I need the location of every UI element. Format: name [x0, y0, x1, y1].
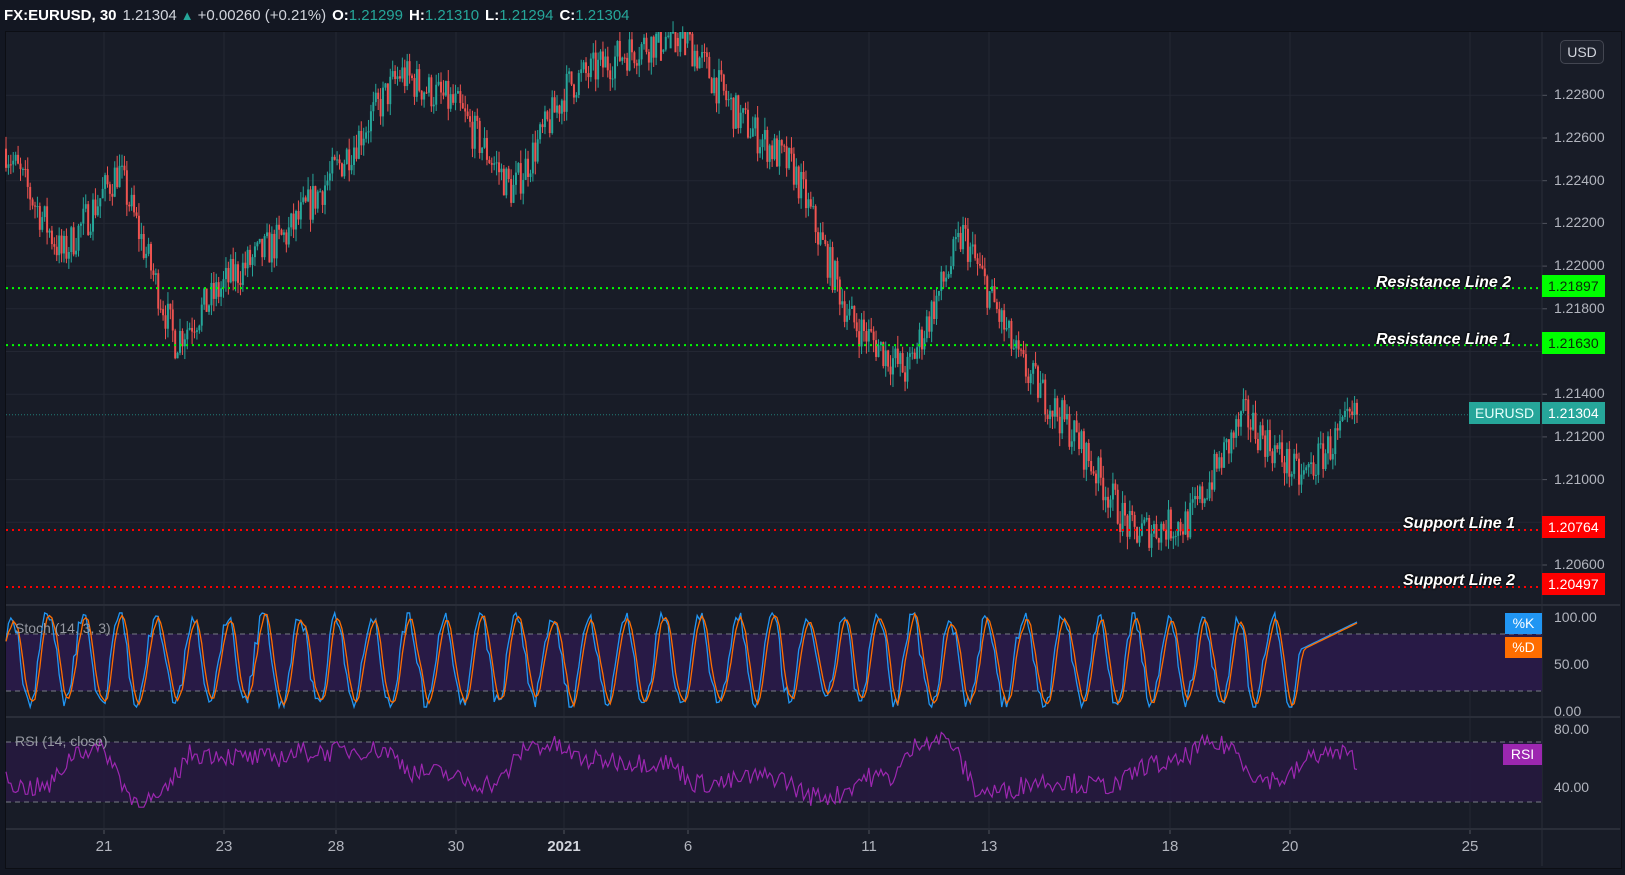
time-tick: 25: [1461, 838, 1479, 855]
stoch-tick-0: 0.00: [1554, 703, 1582, 719]
time-tick: 28: [327, 838, 345, 855]
stoch-lines: [5, 610, 1358, 710]
resistance-line-2-label: Resistance Line 2: [1376, 274, 1512, 291]
chart-frame: [5, 31, 1622, 869]
high-label: H:: [408, 6, 425, 24]
resistance-line-1-label: Resistance Line 1: [1376, 331, 1512, 348]
time-tick: 11: [861, 838, 877, 855]
open-value: 1.21299: [348, 6, 403, 24]
support-line-2-price-tag: 1.20497: [1542, 573, 1605, 595]
symbol-title[interactable]: FX:EURUSD, 30: [4, 6, 117, 24]
resistance-line-1-price-tag: 1.21630: [1542, 332, 1605, 354]
stoch-title[interactable]: Stoch (14, 3, 3): [15, 620, 111, 636]
price-change: +0.00260 (+0.21%): [197, 6, 327, 24]
rsi-title[interactable]: RSI (14, close): [15, 733, 108, 749]
level-lines: [6, 287, 1542, 588]
symbol-header: FX:EURUSD, 30 1.21304 ▲ +0.00260 (+0.21%…: [0, 0, 1625, 30]
support-line-2-label: Support Line 2: [1403, 572, 1515, 589]
time-tick: 30: [447, 838, 465, 855]
price-tick: 1.22000: [1554, 257, 1605, 274]
price-tick: 1.20600: [1554, 556, 1605, 572]
low-label: L:: [485, 6, 500, 24]
pane-separators: [6, 604, 1620, 830]
rsi-tick-80: 80.00: [1554, 721, 1590, 737]
time-tick: 13: [980, 838, 998, 855]
time-tick-year: 2021: [547, 838, 581, 855]
support-line-1-price-tag: 1.20764: [1542, 516, 1605, 538]
last-price: 1.21304: [122, 6, 177, 24]
resistance-line-2-price-tag: 1.21897: [1542, 275, 1605, 297]
price-tick: 1.21000: [1554, 470, 1605, 487]
rsi-line: [5, 731, 1358, 808]
time-tick: 18: [1161, 838, 1179, 855]
stoch-k-legend: %K: [1505, 613, 1542, 634]
price-tick: 1.21800: [1554, 299, 1605, 316]
stoch-tick-50: 50.00: [1554, 656, 1590, 672]
price-tick: 1.21200: [1554, 427, 1605, 444]
current-price-tag: 1.21304: [1542, 402, 1605, 424]
time-tick: 6: [683, 838, 693, 855]
current-symbol-tag: EURUSD: [1469, 402, 1541, 424]
time-tick: 23: [215, 838, 233, 855]
price-tick: 1.22400: [1554, 171, 1605, 188]
stoch-d-legend: %D: [1505, 637, 1542, 658]
time-tick: 20: [1281, 838, 1299, 855]
indicator-bands: [6, 633, 1542, 803]
price-tick: 1.22800: [1554, 86, 1605, 103]
time-tick: 21: [95, 838, 113, 855]
close-label: C:: [559, 6, 576, 24]
rsi-legend: RSI: [1503, 744, 1542, 765]
rsi-tick-40: 40.00: [1554, 779, 1590, 795]
close-value: 1.21304: [575, 6, 630, 24]
currency-button[interactable]: USD: [1560, 40, 1604, 64]
price-tick: 1.22600: [1554, 129, 1605, 145]
open-label: O:: [332, 6, 349, 24]
stoch-tick-100: 100.00: [1554, 609, 1597, 625]
price-tick: 1.22200: [1554, 214, 1605, 231]
price-tick: 1.21400: [1554, 385, 1605, 402]
up-arrow-icon: ▲: [180, 7, 194, 23]
support-line-1-label: Support Line 1: [1403, 515, 1515, 532]
candlestick-series: [5, 21, 1358, 558]
low-value: 1.21294: [499, 6, 554, 24]
high-value: 1.21310: [424, 6, 480, 24]
